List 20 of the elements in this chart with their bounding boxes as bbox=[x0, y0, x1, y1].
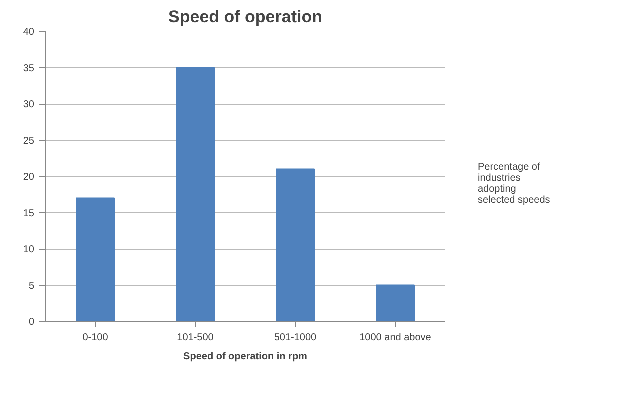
x-tick-label: 0-100 bbox=[82, 332, 109, 344]
bar bbox=[76, 198, 115, 322]
text: Percentage of industries adopting selected speeds bbox=[478, 162, 550, 206]
y-tick-label: 25 bbox=[23, 136, 35, 147]
y-tick-label: 0 bbox=[28, 317, 35, 328]
x-tick-label: 1000 and above bbox=[360, 332, 432, 344]
x-axis-title: Speed of operation in rpm bbox=[184, 352, 308, 362]
y-tick-label: 30 bbox=[23, 100, 35, 110]
bar bbox=[176, 67, 215, 322]
y-tick-label: 10 bbox=[23, 244, 35, 256]
y-tick-label: 35 bbox=[23, 63, 35, 74]
x-tick-label: 101-500 bbox=[177, 332, 214, 344]
y-tick-label: 5 bbox=[28, 280, 35, 292]
chart-title: Speed of operation bbox=[168, 8, 322, 26]
y-tick-label: 40 bbox=[23, 27, 35, 38]
y-tick-label: 15 bbox=[23, 208, 35, 220]
bar bbox=[276, 168, 315, 322]
bar bbox=[376, 284, 415, 322]
x-tick-label: 501-1000 bbox=[274, 332, 318, 344]
y-tick-label: 20 bbox=[23, 172, 35, 183]
